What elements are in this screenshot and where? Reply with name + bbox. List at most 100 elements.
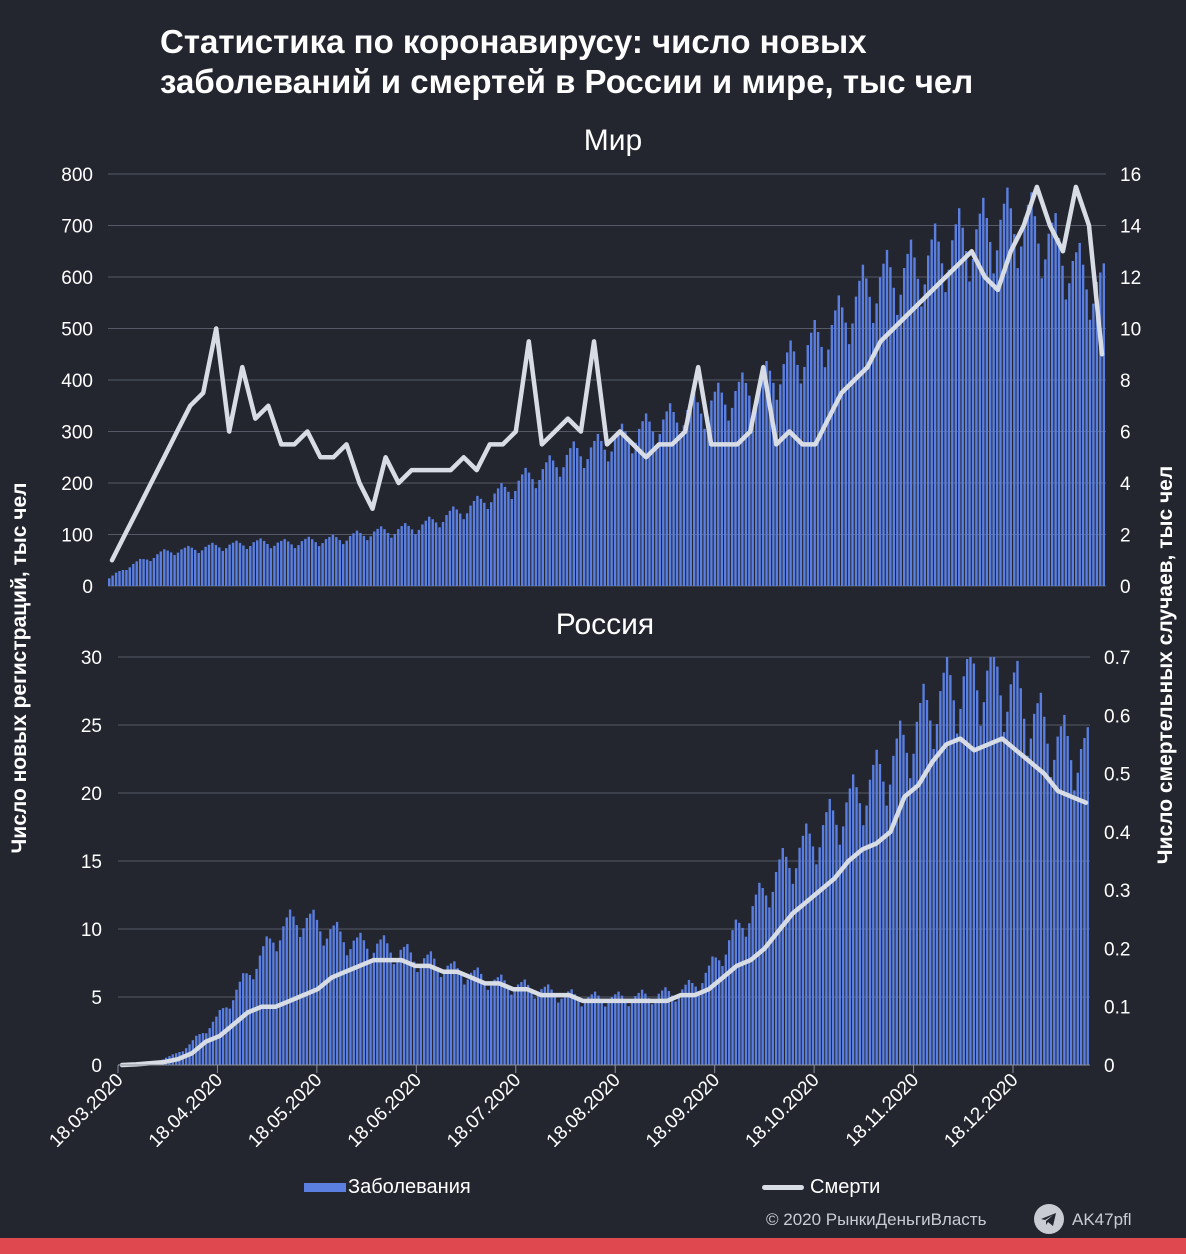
case-bar bbox=[582, 468, 586, 586]
case-bar bbox=[704, 972, 707, 1065]
y-tick-label: 600 bbox=[61, 268, 93, 289]
case-bar bbox=[538, 480, 541, 586]
case-bar bbox=[1083, 738, 1086, 1065]
y2-tick-label: 2 bbox=[1120, 526, 1131, 547]
case-bar bbox=[1026, 204, 1030, 587]
case-bar bbox=[607, 1002, 610, 1065]
case-bar bbox=[604, 1006, 607, 1065]
y-tick-label: 30 bbox=[81, 648, 102, 669]
case-bar bbox=[576, 448, 579, 586]
case-bar bbox=[304, 538, 307, 586]
case-bar bbox=[654, 999, 657, 1065]
case-bar bbox=[1081, 264, 1085, 586]
case-bar bbox=[355, 530, 359, 586]
case-bar bbox=[496, 488, 500, 586]
case-bar bbox=[550, 989, 553, 1065]
case-bar bbox=[966, 659, 969, 1065]
case-bar bbox=[410, 529, 414, 586]
case-bar bbox=[937, 241, 940, 586]
case-bar bbox=[404, 523, 407, 586]
case-bar bbox=[376, 528, 379, 586]
case-bar bbox=[372, 952, 376, 1065]
case-bar bbox=[976, 690, 979, 1065]
case-bar bbox=[959, 708, 962, 1065]
case-bar bbox=[517, 480, 520, 586]
case-bar bbox=[510, 499, 514, 586]
case-bar bbox=[637, 992, 640, 1065]
case-bar bbox=[218, 547, 221, 586]
case-bar bbox=[586, 459, 589, 586]
case-bar bbox=[935, 724, 939, 1065]
case-bar bbox=[362, 535, 366, 586]
case-bar bbox=[507, 491, 510, 586]
case-bar bbox=[540, 989, 543, 1065]
y-tick-label: 100 bbox=[61, 526, 93, 547]
case-bar bbox=[1016, 268, 1019, 586]
case-bar bbox=[309, 913, 312, 1065]
case-bar bbox=[1066, 736, 1069, 1065]
case-bar bbox=[734, 391, 737, 586]
case-bar bbox=[205, 1033, 208, 1065]
case-bar bbox=[293, 548, 297, 586]
case-bar bbox=[469, 505, 472, 586]
case-bar bbox=[480, 973, 483, 1065]
case-bar bbox=[231, 542, 235, 586]
case-bar bbox=[868, 779, 872, 1065]
case-bar bbox=[761, 371, 765, 586]
case-bar bbox=[245, 549, 249, 586]
case-bar bbox=[1092, 303, 1095, 586]
case-bar bbox=[772, 382, 775, 586]
case-bar bbox=[825, 812, 828, 1065]
case-bar bbox=[1002, 732, 1006, 1065]
channel-name[interactable]: AK47pfl bbox=[1072, 1210, 1132, 1229]
case-bar bbox=[423, 958, 426, 1065]
case-bar bbox=[159, 551, 163, 586]
y2-tick-label: 6 bbox=[1120, 423, 1131, 444]
case-bar bbox=[547, 984, 550, 1065]
case-bar bbox=[465, 513, 469, 586]
x-tick-label: 18.03.2020 bbox=[45, 1070, 127, 1152]
case-bar bbox=[768, 370, 772, 586]
case-bar bbox=[530, 991, 533, 1065]
case-bar bbox=[424, 520, 428, 586]
case-bar bbox=[434, 522, 438, 586]
panel-title-1: Россия bbox=[556, 608, 654, 641]
case-bar bbox=[152, 558, 156, 586]
case-bar bbox=[553, 995, 557, 1065]
y2-tick-label: 0.4 bbox=[1104, 823, 1131, 844]
case-bar bbox=[738, 922, 741, 1065]
case-bar bbox=[407, 525, 410, 586]
case-bar bbox=[830, 325, 834, 586]
case-bar bbox=[748, 395, 751, 586]
case-bar bbox=[889, 267, 892, 586]
case-bar bbox=[951, 240, 954, 586]
case-bar bbox=[506, 986, 510, 1065]
telegram-icon[interactable] bbox=[1034, 1204, 1064, 1234]
y2-tick-label: 0.6 bbox=[1104, 706, 1130, 727]
case-bar bbox=[841, 307, 844, 586]
case-bar bbox=[687, 979, 691, 1065]
case-bar bbox=[356, 937, 359, 1065]
case-bar bbox=[1079, 749, 1083, 1065]
case-bar bbox=[955, 733, 959, 1065]
case-bar bbox=[399, 949, 402, 1065]
case-bar bbox=[882, 781, 885, 1065]
case-bar bbox=[163, 549, 166, 586]
axis-titles: Число новых регистраций, тыс чел Число см… bbox=[8, 466, 1177, 864]
case-bar bbox=[228, 1008, 231, 1065]
case-bar bbox=[672, 412, 675, 586]
case-bar bbox=[975, 229, 978, 587]
y2-tick-label: 0.1 bbox=[1104, 998, 1130, 1019]
case-bar bbox=[903, 268, 906, 586]
case-bar bbox=[730, 407, 734, 586]
case-bar bbox=[1036, 703, 1039, 1065]
case-bar bbox=[520, 982, 523, 1065]
case-bar bbox=[587, 997, 590, 1065]
case-bar bbox=[558, 476, 562, 586]
case-bar bbox=[248, 975, 252, 1065]
legend-deaths-label: Смерти bbox=[810, 1176, 881, 1198]
case-bar bbox=[268, 938, 272, 1065]
case-bar bbox=[875, 749, 878, 1065]
case-bar bbox=[922, 683, 925, 1065]
case-bar bbox=[534, 488, 538, 586]
